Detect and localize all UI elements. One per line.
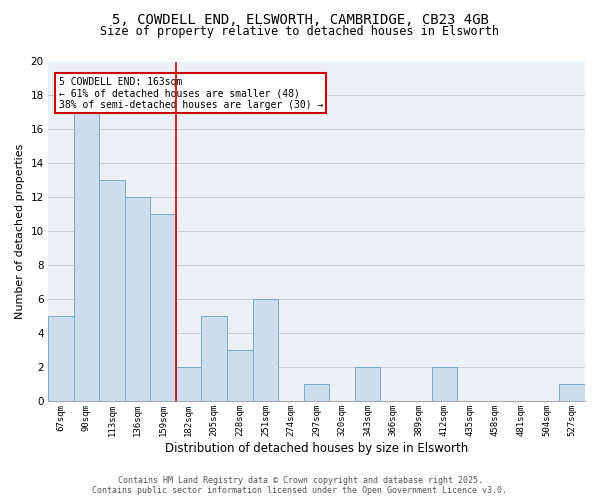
Bar: [48, 316, 74, 402]
Text: 5 COWDELL END: 163sqm
← 61% of detached houses are smaller (48)
38% of semi-deta: 5 COWDELL END: 163sqm ← 61% of detached …: [59, 77, 323, 110]
Bar: [150, 214, 176, 402]
Bar: [227, 350, 253, 402]
Bar: [176, 368, 202, 402]
Text: Size of property relative to detached houses in Elsworth: Size of property relative to detached ho…: [101, 25, 499, 38]
Bar: [99, 180, 125, 402]
Text: Contains HM Land Registry data © Crown copyright and database right 2025.
Contai: Contains HM Land Registry data © Crown c…: [92, 476, 508, 495]
Bar: [74, 112, 99, 402]
Text: 5, COWDELL END, ELSWORTH, CAMBRIDGE, CB23 4GB: 5, COWDELL END, ELSWORTH, CAMBRIDGE, CB2…: [112, 12, 488, 26]
Bar: [304, 384, 329, 402]
Bar: [125, 198, 150, 402]
Bar: [355, 368, 380, 402]
Bar: [202, 316, 227, 402]
X-axis label: Distribution of detached houses by size in Elsworth: Distribution of detached houses by size …: [165, 442, 468, 455]
Bar: [559, 384, 585, 402]
Y-axis label: Number of detached properties: Number of detached properties: [15, 144, 25, 319]
Bar: [253, 300, 278, 402]
Bar: [431, 368, 457, 402]
